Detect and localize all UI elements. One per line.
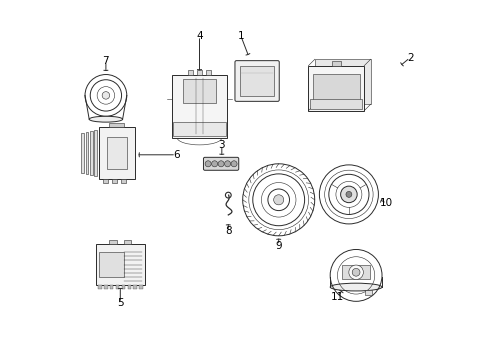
Ellipse shape bbox=[337, 102, 345, 107]
Text: 4: 4 bbox=[196, 31, 203, 41]
Circle shape bbox=[204, 161, 211, 167]
Bar bbox=[99, 252, 124, 278]
Circle shape bbox=[348, 265, 363, 280]
Bar bbox=[240, 66, 274, 96]
Bar bbox=[85, 132, 88, 174]
Text: 11: 11 bbox=[330, 292, 343, 302]
Bar bbox=[98, 285, 102, 289]
Bar bbox=[99, 127, 134, 179]
Circle shape bbox=[224, 161, 230, 167]
Bar bbox=[106, 137, 126, 168]
Bar bbox=[308, 66, 364, 111]
Bar bbox=[127, 285, 131, 289]
Bar bbox=[331, 61, 340, 66]
Bar bbox=[133, 285, 137, 289]
Bar bbox=[81, 134, 84, 172]
Bar bbox=[187, 71, 193, 75]
Circle shape bbox=[218, 161, 224, 167]
Circle shape bbox=[211, 161, 217, 167]
Text: 2: 2 bbox=[406, 53, 412, 63]
Bar bbox=[109, 240, 117, 244]
Bar bbox=[112, 179, 117, 184]
Bar bbox=[123, 240, 131, 244]
Bar bbox=[173, 122, 225, 136]
Bar bbox=[109, 123, 123, 127]
Ellipse shape bbox=[323, 102, 330, 107]
Text: 3: 3 bbox=[218, 140, 224, 150]
Bar bbox=[365, 290, 372, 295]
Circle shape bbox=[345, 192, 351, 197]
Ellipse shape bbox=[329, 283, 381, 291]
Circle shape bbox=[102, 92, 109, 99]
Bar bbox=[90, 131, 92, 175]
Text: 6: 6 bbox=[172, 150, 179, 160]
Bar bbox=[139, 285, 142, 289]
Bar bbox=[110, 285, 113, 289]
Bar bbox=[341, 265, 369, 279]
Ellipse shape bbox=[89, 116, 122, 122]
Circle shape bbox=[351, 269, 359, 276]
Bar bbox=[96, 244, 144, 285]
Text: 10: 10 bbox=[379, 198, 392, 208]
Bar bbox=[104, 285, 107, 289]
FancyBboxPatch shape bbox=[234, 60, 279, 101]
Bar bbox=[122, 285, 125, 289]
Bar bbox=[314, 59, 370, 104]
Bar bbox=[183, 79, 216, 103]
FancyBboxPatch shape bbox=[203, 157, 238, 170]
Bar bbox=[121, 179, 126, 184]
Bar bbox=[309, 99, 362, 109]
Text: 9: 9 bbox=[275, 240, 282, 251]
Text: 8: 8 bbox=[224, 226, 231, 236]
Circle shape bbox=[187, 126, 193, 132]
Bar bbox=[171, 75, 227, 138]
Circle shape bbox=[205, 126, 211, 132]
Bar bbox=[116, 285, 119, 289]
Bar bbox=[103, 179, 108, 184]
Circle shape bbox=[340, 186, 356, 203]
Text: 7: 7 bbox=[102, 56, 109, 66]
Bar bbox=[205, 71, 211, 75]
Bar bbox=[312, 75, 359, 104]
Circle shape bbox=[230, 161, 237, 167]
Bar bbox=[94, 130, 97, 176]
Circle shape bbox=[196, 126, 202, 132]
Text: 5: 5 bbox=[117, 298, 123, 308]
Text: 1: 1 bbox=[237, 31, 244, 41]
Bar bbox=[196, 71, 202, 75]
Circle shape bbox=[273, 195, 283, 205]
